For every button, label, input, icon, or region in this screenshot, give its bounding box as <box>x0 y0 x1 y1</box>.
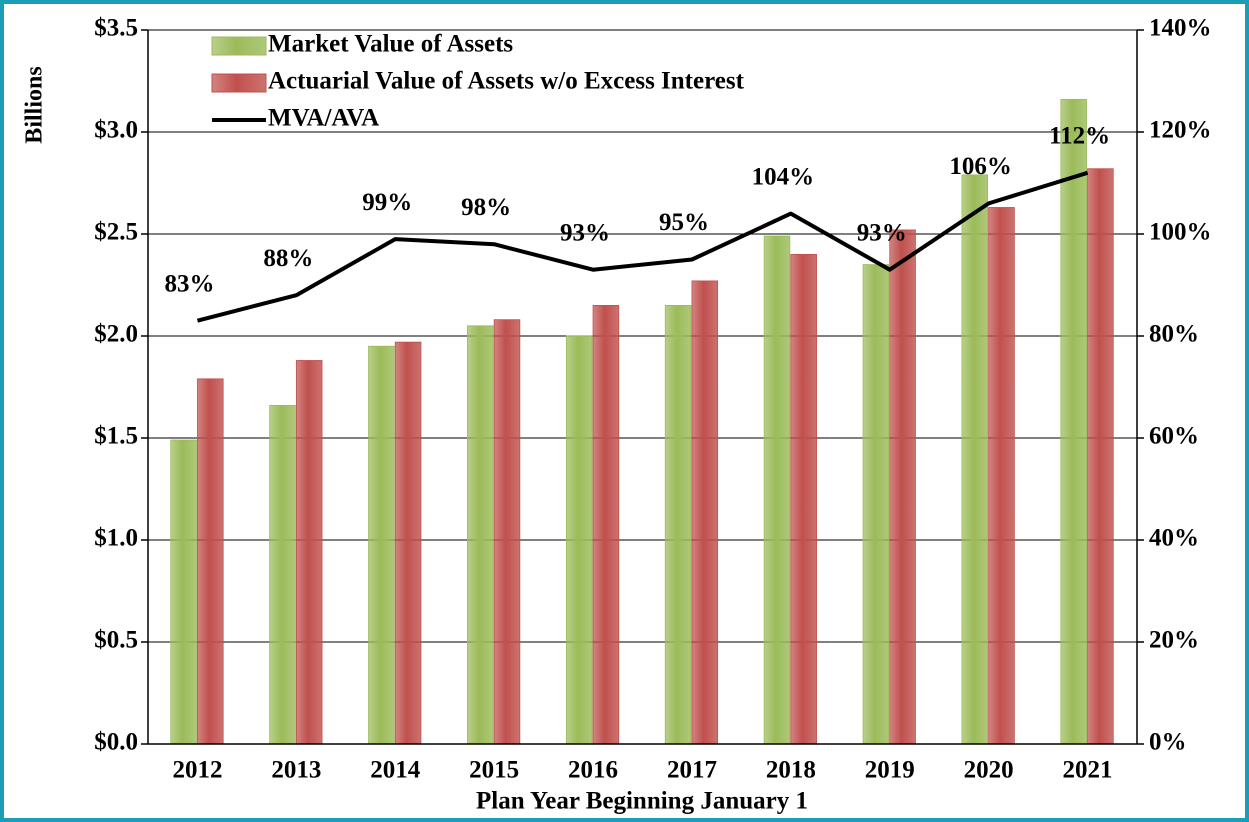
bar <box>493 319 521 745</box>
bar <box>197 378 224 745</box>
bar <box>961 174 989 745</box>
bar <box>664 304 692 745</box>
x-tick-label: 2015 <box>469 757 519 784</box>
data-label: 88% <box>263 245 313 272</box>
legend-label: Market Value of Assets <box>268 31 513 58</box>
y2-tick-label: 140% <box>1149 15 1212 42</box>
x-tick-label: 2014 <box>370 757 421 784</box>
y2-tick-label: 100% <box>1149 219 1212 246</box>
x-tick-label: 2013 <box>271 757 321 784</box>
data-label: 106% <box>949 153 1012 180</box>
data-label: 83% <box>164 270 214 297</box>
y-tick-label: $1.5 <box>94 423 138 450</box>
y-tick-label: $2.5 <box>94 219 138 246</box>
bar <box>1060 98 1087 745</box>
x-tick-label: 2018 <box>766 757 816 784</box>
y2-tick-label: 40% <box>1149 525 1199 552</box>
data-label: 93% <box>560 219 610 246</box>
bar <box>368 345 395 745</box>
data-label: 93% <box>857 219 907 246</box>
data-label: 112% <box>1049 123 1110 150</box>
bar <box>592 304 620 745</box>
bar <box>295 360 323 745</box>
data-label: 104% <box>752 163 815 190</box>
line <box>196 170 1089 323</box>
x-tick-label: 2020 <box>964 757 1014 784</box>
data-label: 98% <box>461 194 511 221</box>
bar <box>1087 168 1114 745</box>
bar <box>170 439 197 745</box>
x-tick-label: 2021 <box>1063 757 1113 784</box>
y2-tick-label: 120% <box>1149 117 1212 144</box>
y-tick-label: $2.0 <box>94 321 138 348</box>
bar <box>565 335 593 745</box>
y-tick-label: $3.0 <box>94 117 138 144</box>
bar <box>889 229 916 745</box>
legend-label: Actuarial Value of Assets w/o Excess Int… <box>268 68 745 95</box>
legend-swatch <box>211 36 267 56</box>
bar <box>467 325 494 745</box>
bar <box>269 404 296 745</box>
y-tick-label: $1.0 <box>94 525 138 552</box>
bar <box>763 235 791 745</box>
legend-label: MVA/AVA <box>268 105 379 132</box>
x-tick-label: 2012 <box>172 757 222 784</box>
x-tick-label: 2019 <box>865 757 915 784</box>
y2-tick-label: 60% <box>1149 423 1199 450</box>
data-label: 95% <box>659 209 709 236</box>
legend-swatch <box>211 73 267 93</box>
bar <box>790 253 817 745</box>
y2-tick-label: 20% <box>1149 627 1199 654</box>
x-tick-label: 2016 <box>568 757 618 784</box>
y2-tick-label: 80% <box>1149 321 1199 348</box>
bar <box>691 280 719 745</box>
y-tick-label: $0.5 <box>94 627 138 654</box>
y2-tick-label: 0% <box>1149 729 1187 756</box>
x-tick-label: 2017 <box>667 757 717 784</box>
data-label: 99% <box>362 189 412 216</box>
bar <box>862 264 890 745</box>
y-axis-title: Billions <box>22 66 48 143</box>
bar <box>988 207 1015 745</box>
bar <box>394 341 422 745</box>
y-tick-label: $3.5 <box>94 15 138 42</box>
y-tick-label: $0.0 <box>94 729 138 756</box>
x-axis-title: Plan Year Beginning January 1 <box>476 788 808 815</box>
